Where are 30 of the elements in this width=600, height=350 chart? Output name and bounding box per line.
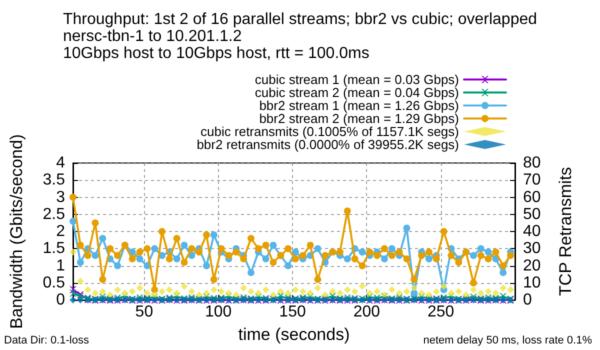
x-tick-label: 100 [205, 304, 232, 320]
y-axis-title: Bandwidth (Gbits/second) [7, 134, 26, 329]
y-tick-label: 3 [56, 188, 66, 206]
y-tick-label: 1.5 [42, 240, 66, 258]
y2-tick-label: 30 [523, 240, 541, 258]
chart-title: Throughput: 1st 2 of 16 parallel streams; bbr2 vs cubic; overlapped nersc-tbn-1 to 10.201.1.2 10Gbps host to 10Gbps host, rtt = 100.0ms [62, 11, 538, 62]
y-tick-label: 4 [56, 154, 66, 172]
y-tick-label: 3.5 [42, 172, 66, 189]
y2-tick-label: 80 [523, 154, 541, 172]
y2-tick-label: 10 [523, 274, 541, 292]
y2-tick-label: 50 [523, 206, 541, 223]
y-tick-label: 1 [56, 257, 66, 274]
text: Data Dir: 0.1-loss [4, 334, 90, 346]
x-tick-label: 150 [279, 304, 306, 320]
legend-label: cubic stream 1 (mean = 0.03 Gbps) [254, 72, 459, 87]
y2-tick-label: 40 [523, 223, 541, 240]
y2-tick-label: 70 [523, 172, 541, 189]
y-tick-label: 2.5 [42, 206, 66, 223]
y2-tick-label: 60 [523, 188, 541, 206]
x-axis-title: time (seconds) [238, 325, 350, 344]
y2-axis-title: TCP Retransmits [556, 166, 575, 296]
x-tick-label: 250 [427, 304, 454, 320]
text: netem delay 50 ms, loss rate 0.1% [423, 334, 592, 346]
y-tick-label: 0 [56, 292, 66, 308]
y-tick-label: 2 [56, 223, 66, 240]
x-tick-label: 200 [353, 304, 380, 320]
y-tick-label: 0.5 [42, 274, 66, 292]
y2-tick-label: 0 [523, 292, 532, 308]
x-tick-label: 50 [135, 304, 154, 320]
y2-tick-label: 20 [523, 257, 541, 274]
